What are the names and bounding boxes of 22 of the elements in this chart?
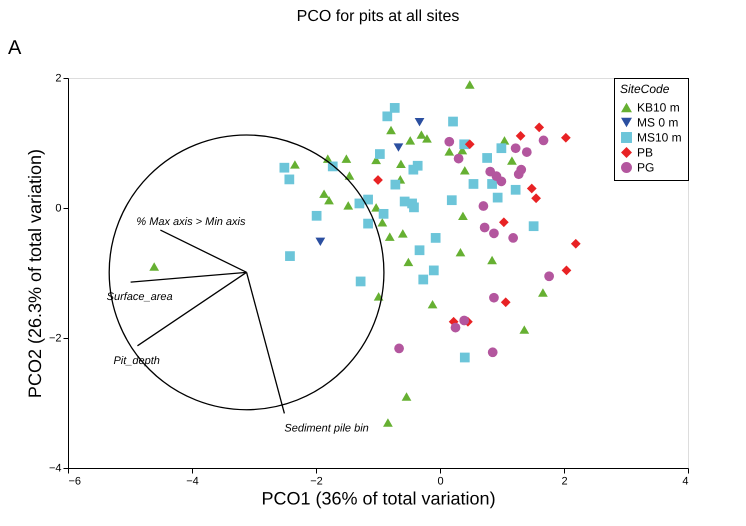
legend-label: KB10 m — [637, 100, 680, 114]
chart-title: PCO for pits at all sites — [296, 8, 460, 25]
x-tick-label: −6 — [68, 476, 82, 488]
x-tick-label: 2 — [561, 476, 568, 488]
series-label: Sediment pile bin — [284, 422, 369, 434]
x-tick-label: −4 — [186, 476, 199, 488]
text: A — [8, 37, 22, 59]
x-tick-label: 0 — [437, 476, 444, 488]
x-tick-label: 4 — [682, 476, 688, 488]
y-tick-label: −2 — [48, 332, 62, 344]
y-tick-label: 0 — [55, 202, 62, 214]
x-tick-label: −2 — [310, 476, 323, 488]
x-axis-title: PCO1 (36% of total variation) — [261, 488, 496, 508]
legend-label: PB — [637, 146, 654, 160]
legend-label: MS 0 m — [637, 116, 678, 130]
y-tick-label: 2 — [55, 72, 62, 84]
legend-label: PG — [637, 160, 654, 174]
legend-label: MS10 m — [637, 130, 682, 144]
y-axis-title: PCO2 (26.3% of total variation) — [24, 148, 45, 398]
series-label: % Max axis > Min axis — [136, 216, 246, 228]
legend-title: SiteCode — [620, 82, 670, 96]
y-tick-label: −4 — [48, 462, 62, 474]
